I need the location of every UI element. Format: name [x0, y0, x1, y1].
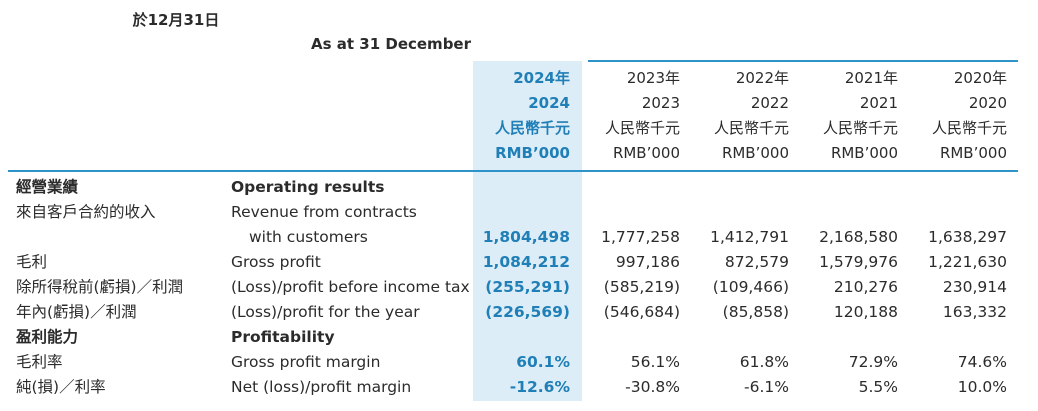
row-profit-for-year: 年內(虧損)／利潤 (Loss)/profit for the year (22…: [0, 300, 1038, 325]
value-2022: 1,412,791: [710, 228, 789, 246]
section-operating-results: 經營業績 Operating results: [0, 175, 1038, 200]
value-2020: 230,914: [942, 278, 1007, 296]
value-2020: 1,638,297: [928, 228, 1007, 246]
value-2020: 74.6%: [957, 353, 1007, 371]
row-label-zh: 除所得稅前(虧損)／利潤: [16, 278, 184, 296]
row-label-en: Gross profit: [231, 253, 321, 271]
value-2022: (109,466): [712, 278, 789, 296]
row-label-en: (Loss)/profit before income tax: [231, 278, 470, 296]
as-at-heading-en: As at 31 December: [311, 35, 471, 53]
row-label-zh: 盈利能力: [16, 328, 79, 346]
value-2024: 1,804,498: [482, 228, 570, 246]
header-rule: [588, 60, 1018, 62]
unit-zh: 人民幣千元: [931, 119, 1007, 137]
table-top-rule: [8, 170, 1018, 172]
value-2021: 120,188: [833, 303, 898, 321]
year-zh: 2023年: [626, 69, 680, 87]
value-2023: (585,219): [603, 278, 680, 296]
value-2024: (226,569): [485, 303, 570, 321]
year: 2021: [859, 94, 898, 112]
value-2021: 210,276: [833, 278, 898, 296]
year: 2023: [641, 94, 680, 112]
unit-en: RMB’000: [612, 144, 680, 162]
value-2022: 61.8%: [739, 353, 789, 371]
value-2021: 1,579,976: [819, 253, 898, 271]
row-revenue: with customers 1,804,498 1,777,258 1,412…: [0, 225, 1038, 250]
value-2022: -6.1%: [744, 378, 789, 396]
row-label-zh: 毛利率: [16, 353, 63, 371]
value-2020: 10.0%: [957, 378, 1007, 396]
section-profitability: 盈利能力 Profitability: [0, 325, 1038, 350]
value-2024: 1,084,212: [482, 253, 570, 271]
as-at-heading-zh: 於12月31日: [132, 11, 220, 29]
unit-zh: 人民幣千元: [713, 119, 789, 137]
value-2024: -12.6%: [509, 378, 570, 396]
row-label-en: Profitability: [231, 328, 335, 346]
value-2023: 56.1%: [630, 353, 680, 371]
row-label-en: Net (loss)/profit margin: [231, 378, 412, 396]
value-2020: 1,221,630: [928, 253, 1007, 271]
year: 2024: [528, 94, 570, 112]
unit-en: RMB’000: [830, 144, 898, 162]
row-label-zh: 來自客戶合約的收入: [16, 203, 156, 221]
unit-en: RMB’000: [939, 144, 1007, 162]
value-2023: 1,777,258: [601, 228, 680, 246]
value-2020: 163,332: [942, 303, 1007, 321]
value-2021: 2,168,580: [819, 228, 898, 246]
row-label-zh: 毛利: [16, 253, 48, 271]
row-label-en: Revenue from contracts: [231, 203, 417, 221]
row-label-en: Gross profit margin: [231, 353, 381, 371]
value-2024: 60.1%: [516, 353, 570, 371]
year: 2022: [750, 94, 789, 112]
row-label-en: Operating results: [231, 178, 385, 196]
row-label-zh: 年內(虧損)／利潤: [16, 303, 137, 321]
row-label-en: with customers: [249, 228, 368, 246]
unit-zh: 人民幣千元: [494, 119, 570, 137]
value-2023: -30.8%: [625, 378, 680, 396]
row-revenue-label: 來自客戶合約的收入 Revenue from contracts: [0, 200, 1038, 225]
value-2022: 872,579: [724, 253, 789, 271]
row-profit-before-tax: 除所得稅前(虧損)／利潤 (Loss)/profit before income…: [0, 275, 1038, 300]
highlight-column-2024: [473, 61, 582, 401]
value-2024: (255,291): [485, 278, 570, 296]
row-gross-profit-margin: 毛利率 Gross profit margin 60.1% 56.1% 61.8…: [0, 350, 1038, 375]
value-2023: 997,186: [615, 253, 680, 271]
year: 2020: [968, 94, 1007, 112]
year-zh: 2024年: [513, 69, 570, 87]
row-label-en: (Loss)/profit for the year: [231, 303, 420, 321]
value-2022: (85,858): [722, 303, 789, 321]
row-net-profit-margin: 純(損)／利率 Net (loss)/profit margin -12.6% …: [0, 375, 1038, 400]
unit-en: RMB’000: [495, 144, 570, 162]
year-zh: 2022年: [735, 69, 789, 87]
row-label-zh: 純(損)／利率: [16, 378, 106, 396]
year-zh: 2020年: [953, 69, 1007, 87]
row-gross-profit: 毛利 Gross profit 1,084,212 997,186 872,57…: [0, 250, 1038, 275]
unit-en: RMB’000: [721, 144, 789, 162]
unit-zh: 人民幣千元: [604, 119, 680, 137]
unit-zh: 人民幣千元: [822, 119, 898, 137]
row-label-zh: 經營業績: [16, 178, 79, 196]
year-zh: 2021年: [844, 69, 898, 87]
value-2021: 5.5%: [858, 378, 898, 396]
value-2023: (546,684): [603, 303, 680, 321]
value-2021: 72.9%: [848, 353, 898, 371]
